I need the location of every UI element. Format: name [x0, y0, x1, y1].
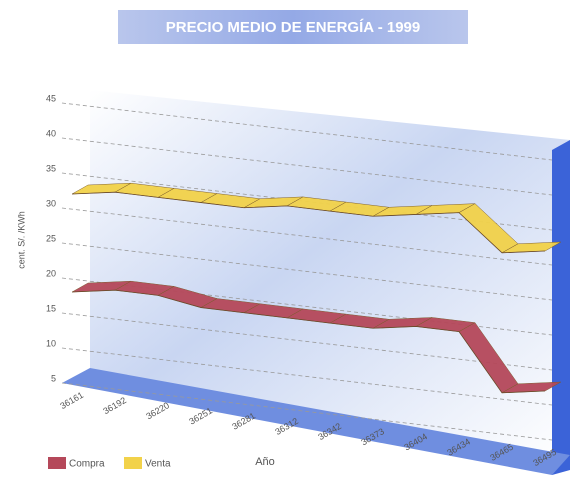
series-line [71, 289, 546, 394]
legend-label: Venta [145, 459, 171, 470]
y-axis-label: cent. S/. /KWh [16, 211, 26, 269]
legend-label: Compra [69, 459, 105, 470]
legend-swatch [48, 457, 66, 469]
grid-line [61, 242, 553, 301]
x-tick-label: 36161 [58, 390, 85, 411]
legend-swatch [124, 457, 142, 469]
y-tick-label: 30 [46, 198, 56, 208]
grid-line [61, 382, 553, 441]
back-wall [90, 90, 570, 455]
series-line [71, 191, 546, 254]
floor [62, 368, 570, 475]
y-tick-label: 40 [46, 128, 56, 138]
grid-line [61, 207, 553, 266]
grid-line [61, 347, 553, 406]
y-tick-label: 5 [51, 373, 56, 383]
grid-line [61, 312, 553, 371]
y-tick-label: 20 [46, 268, 56, 278]
y-tick-label: 35 [46, 163, 56, 173]
y-tick-label: 10 [46, 338, 56, 348]
x-tick-label: 36192 [101, 395, 128, 416]
x-axis-label: Año [255, 456, 275, 468]
right-wall [552, 140, 570, 475]
grid-line [61, 137, 553, 196]
x-tick-label: 36220 [144, 400, 171, 421]
title-box [118, 10, 468, 44]
chart-title: PRECIO MEDIO DE ENERGÍA - 1999 [166, 19, 421, 36]
y-tick-label: 45 [46, 93, 56, 103]
grid-line [61, 102, 553, 161]
grid-line [61, 277, 553, 336]
y-tick-label: 15 [46, 303, 56, 313]
y-tick-label: 25 [46, 233, 56, 243]
